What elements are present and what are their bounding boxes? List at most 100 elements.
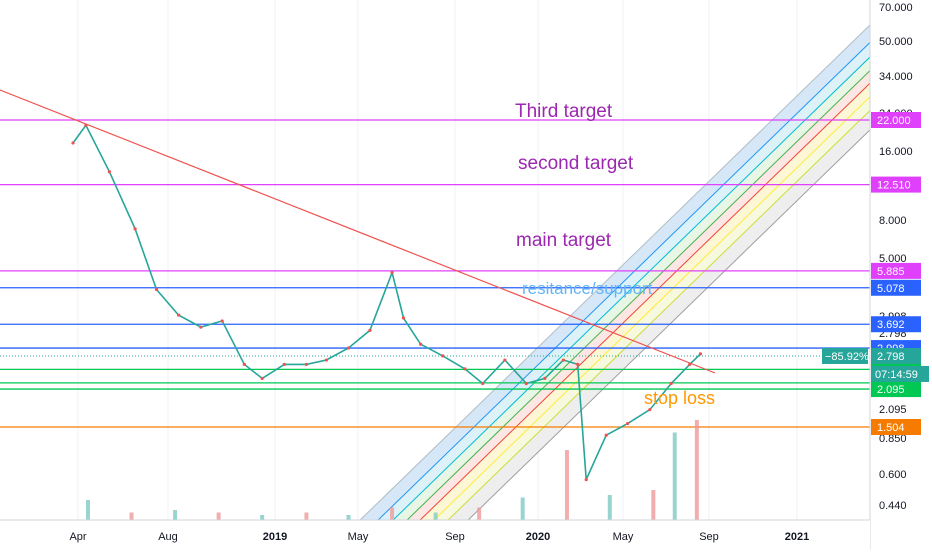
x-tick-label: Sep (445, 531, 465, 543)
price-point (576, 362, 580, 366)
countdown-tag (871, 365, 929, 382)
x-tick-label: Apr (69, 531, 86, 543)
price-point (524, 381, 528, 386)
y-tick-label: 16.000 (879, 146, 913, 158)
y-tick-label: 70.000 (879, 2, 913, 14)
price-point (441, 354, 445, 358)
price-point (669, 381, 673, 386)
price-point (242, 362, 246, 366)
price-point (260, 376, 264, 380)
price-point (626, 421, 630, 426)
volume-bar (216, 512, 221, 520)
channel-line (401, 24, 918, 526)
descending-trendline (0, 89, 716, 374)
y-tick-label: 5.000 (879, 253, 907, 265)
channel-line (428, 35, 932, 526)
x-tick-label: May (348, 531, 369, 543)
price-point (503, 358, 507, 362)
volume-bar (129, 512, 134, 520)
annotation-label-1: second target (518, 153, 634, 174)
y-tick-label: 0.850 (879, 433, 907, 445)
time-axis (0, 520, 870, 550)
price-tag-text: 5.078 (877, 283, 905, 295)
price-tag-text: 1.504 (877, 422, 905, 434)
volume-bar (85, 500, 90, 520)
price-point (154, 287, 159, 292)
x-tick-label: Aug (158, 531, 178, 543)
price-tag-12.510 (871, 176, 921, 193)
channel-band (402, 25, 930, 525)
price-point (346, 346, 351, 350)
x-tick-label: 2021 (785, 531, 809, 543)
channel-band (373, 25, 903, 525)
channel-band (355, 25, 888, 525)
price-point (220, 319, 224, 323)
price-tag-text: 22.000 (877, 115, 911, 127)
price-point (282, 362, 286, 366)
price-point (324, 358, 329, 362)
price-point (199, 325, 203, 329)
annotation-label-4: stop loss (644, 388, 715, 408)
volume-bar (651, 490, 656, 520)
price-tag-22.000 (871, 112, 921, 128)
price-change-text: −85.92% (825, 351, 869, 363)
price-tag-5.078 (871, 279, 921, 296)
annotation-label-0: Third target (515, 101, 613, 122)
price-tag-1.504 (871, 419, 921, 435)
regression-channel (354, 24, 932, 526)
volume-series (85, 420, 699, 520)
price-tag-text: 3.692 (877, 319, 905, 331)
volume-bar (346, 515, 351, 520)
price-point (304, 362, 309, 366)
price-point (390, 270, 394, 275)
price-point (648, 408, 652, 412)
volume-bar (173, 510, 178, 520)
annotation-label-3: resitance/support (522, 279, 653, 298)
y-tick-label: 8.000 (879, 215, 907, 227)
price-point (107, 170, 112, 174)
price-point (698, 352, 703, 356)
price-point (133, 227, 137, 231)
volume-bar (477, 507, 482, 520)
x-tick-label: 2020 (526, 531, 550, 543)
x-tick-label: May (613, 531, 634, 543)
y-tick-label: 34.000 (879, 71, 913, 83)
current-price-text: 2.798 (877, 351, 905, 363)
price-point (463, 367, 467, 371)
current-price-tag (871, 347, 921, 364)
price-tag-text: 5.885 (877, 266, 905, 278)
x-tick-label: Sep (699, 531, 719, 543)
price-point (543, 376, 547, 380)
volume-bar (390, 507, 395, 520)
price-tag-text: 2.095 (877, 384, 905, 396)
price-tag-text: 12.510 (877, 180, 911, 192)
annotation-label-2: main target (516, 230, 612, 251)
channel-line (387, 24, 904, 526)
y-tick-label: 50.000 (879, 36, 913, 48)
volume-bar (433, 512, 438, 520)
volume-bar (694, 420, 699, 520)
channel-band (388, 25, 917, 525)
channel-line (414, 24, 931, 526)
price-change-badge (822, 347, 868, 364)
y-tick-label: 2.095 (879, 404, 907, 416)
y-tick-label: 0.440 (879, 500, 907, 512)
price-point (177, 313, 181, 317)
channel-line (354, 24, 871, 526)
volume-bar (607, 495, 612, 520)
volume-bar (564, 450, 569, 520)
price-point (71, 141, 75, 145)
channel-line (372, 24, 889, 526)
price-point (368, 328, 372, 332)
x-tick-label: 2019 (263, 531, 287, 543)
price-tag-2.095 (871, 381, 921, 398)
volume-bar (520, 497, 525, 520)
price-point (561, 358, 565, 362)
volume-bar (260, 515, 265, 520)
price-point (688, 362, 692, 366)
price-point (604, 433, 608, 437)
countdown-text: 07:14:59 (875, 369, 918, 381)
y-tick-label: 0.600 (879, 469, 907, 481)
